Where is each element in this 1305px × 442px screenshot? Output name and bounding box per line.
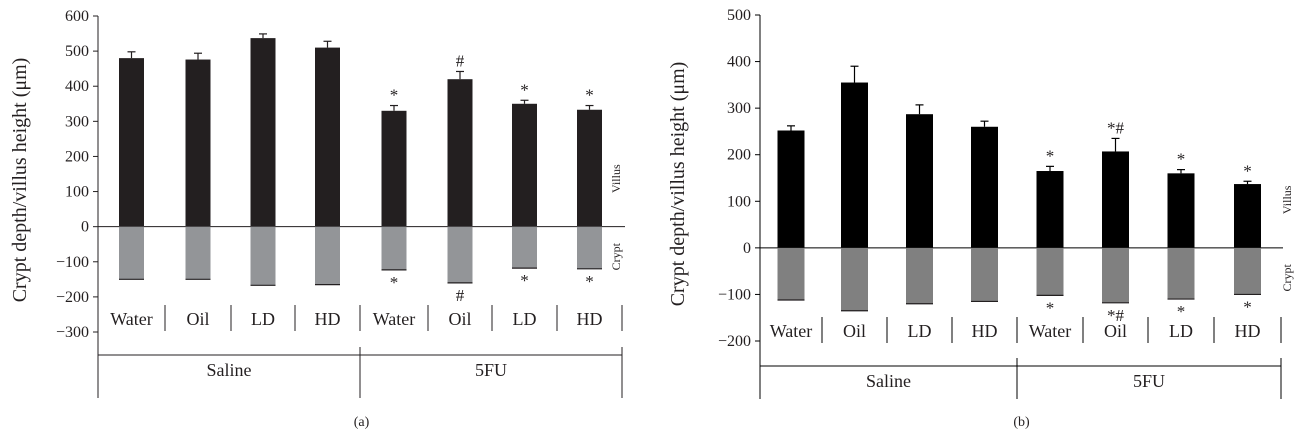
panel-label: (b)	[1013, 415, 1030, 430]
bar-crypt	[1036, 247, 1064, 296]
x-category-label: HD	[972, 321, 998, 341]
group-label: Saline	[866, 371, 911, 391]
x-category-label: Water	[110, 309, 153, 329]
y-tick-label: 300	[65, 113, 89, 130]
bar-villus	[971, 126, 998, 248]
group-label: Saline	[207, 360, 252, 380]
significance-mark: *	[1046, 146, 1055, 165]
x-category-label: Water	[373, 309, 416, 329]
side-label-villus: Villus	[609, 164, 623, 193]
x-category-label: HD	[315, 309, 341, 329]
bar-crypt	[777, 247, 805, 301]
bar-crypt	[1102, 247, 1129, 303]
x-category-label: Oil	[186, 309, 209, 329]
bar-crypt	[1234, 247, 1261, 295]
bar-villus	[185, 59, 211, 227]
bar-crypt	[119, 226, 144, 280]
x-category-label: HD	[1235, 321, 1261, 341]
x-category-label: Water	[1029, 321, 1072, 341]
significance-mark: *#	[1107, 118, 1125, 137]
y-tick-label: −300	[56, 324, 89, 341]
bar-villus	[512, 103, 537, 227]
bar-villus	[777, 130, 805, 248]
bar-crypt	[315, 226, 340, 285]
bar-crypt	[971, 247, 998, 302]
y-tick-label: 300	[727, 100, 751, 117]
y-axis-label: Crypt depth/villus height (μm)	[9, 58, 31, 303]
bar-crypt	[185, 226, 211, 280]
significance-mark: *	[1177, 302, 1186, 321]
panel-label: (a)	[354, 415, 370, 430]
significance-mark: *	[1177, 150, 1186, 169]
y-tick-label: 400	[727, 54, 751, 71]
bar-villus	[906, 114, 933, 248]
bar-villus	[381, 110, 407, 227]
x-category-label: Oil	[843, 321, 866, 341]
group-label: 5FU	[1133, 371, 1165, 391]
significance-mark: #	[456, 51, 465, 70]
bar-villus	[1167, 173, 1195, 248]
x-category-label: Water	[770, 321, 813, 341]
y-tick-label: −100	[718, 286, 751, 303]
bar-villus	[1036, 171, 1064, 248]
y-tick-label: 200	[727, 147, 751, 164]
y-tick-label: 100	[65, 184, 89, 201]
x-category-label: LD	[251, 309, 275, 329]
significance-mark: *	[390, 86, 399, 105]
significance-mark: *	[585, 272, 594, 291]
significance-mark: *	[520, 80, 529, 99]
y-tick-label: 600	[65, 8, 89, 25]
bar-crypt	[906, 247, 933, 304]
y-tick-label: −200	[56, 289, 89, 306]
bar-villus	[250, 38, 276, 227]
x-category-label: Oil	[448, 309, 471, 329]
bar-villus	[841, 82, 868, 248]
chart-panel-a: 600 500 400 300 200 100 0 −100 −200 −300 * # * * * # * * W…	[9, 8, 625, 430]
bar-crypt	[381, 226, 407, 270]
y-tick-label: 0	[743, 240, 751, 257]
x-category-label: LD	[513, 309, 537, 329]
significance-mark: *	[585, 86, 594, 105]
bar-crypt	[512, 226, 537, 269]
y-tick-label: −200	[718, 333, 751, 350]
bar-villus	[119, 58, 144, 227]
side-label-crypt: Crypt	[1280, 264, 1294, 292]
side-label-crypt: Crypt	[609, 242, 623, 270]
bar-crypt	[577, 226, 602, 269]
x-category-label: LD	[908, 321, 932, 341]
bar-crypt	[841, 247, 868, 311]
y-tick-label: 200	[65, 148, 89, 165]
significance-mark: *	[390, 273, 399, 292]
bar-crypt	[447, 226, 473, 283]
y-tick-label: 500	[65, 43, 89, 60]
significance-mark: *	[1046, 298, 1055, 317]
bar-villus	[315, 47, 340, 227]
significance-mark: *	[520, 271, 529, 290]
chart-panel-b: 500 400 300 200 100 0 −100 −200 * *# * * * *# * * Water O…	[667, 7, 1294, 430]
significance-mark: *#	[1107, 306, 1125, 325]
significance-mark: *	[1243, 161, 1252, 180]
significance-mark: *	[1243, 297, 1252, 316]
x-category-label: Oil	[1104, 321, 1127, 341]
significance-mark: #	[456, 286, 465, 305]
bar-villus	[577, 109, 602, 227]
group-label: 5FU	[475, 360, 507, 380]
y-axis-label: Crypt depth/villus height (μm)	[667, 62, 689, 307]
y-tick-label: 500	[727, 7, 751, 24]
y-tick-label: 0	[81, 219, 89, 236]
side-label-villus: Villus	[1280, 185, 1294, 214]
bar-villus	[447, 79, 473, 227]
y-tick-label: −100	[56, 254, 89, 271]
bar-crypt	[250, 226, 276, 286]
y-tick-label: 400	[65, 78, 89, 95]
bar-villus	[1102, 151, 1129, 248]
y-tick-label: 100	[727, 193, 751, 210]
bar-crypt	[1167, 247, 1195, 300]
bar-villus	[1234, 184, 1261, 248]
x-category-label: LD	[1169, 321, 1193, 341]
x-category-label: HD	[577, 309, 603, 329]
